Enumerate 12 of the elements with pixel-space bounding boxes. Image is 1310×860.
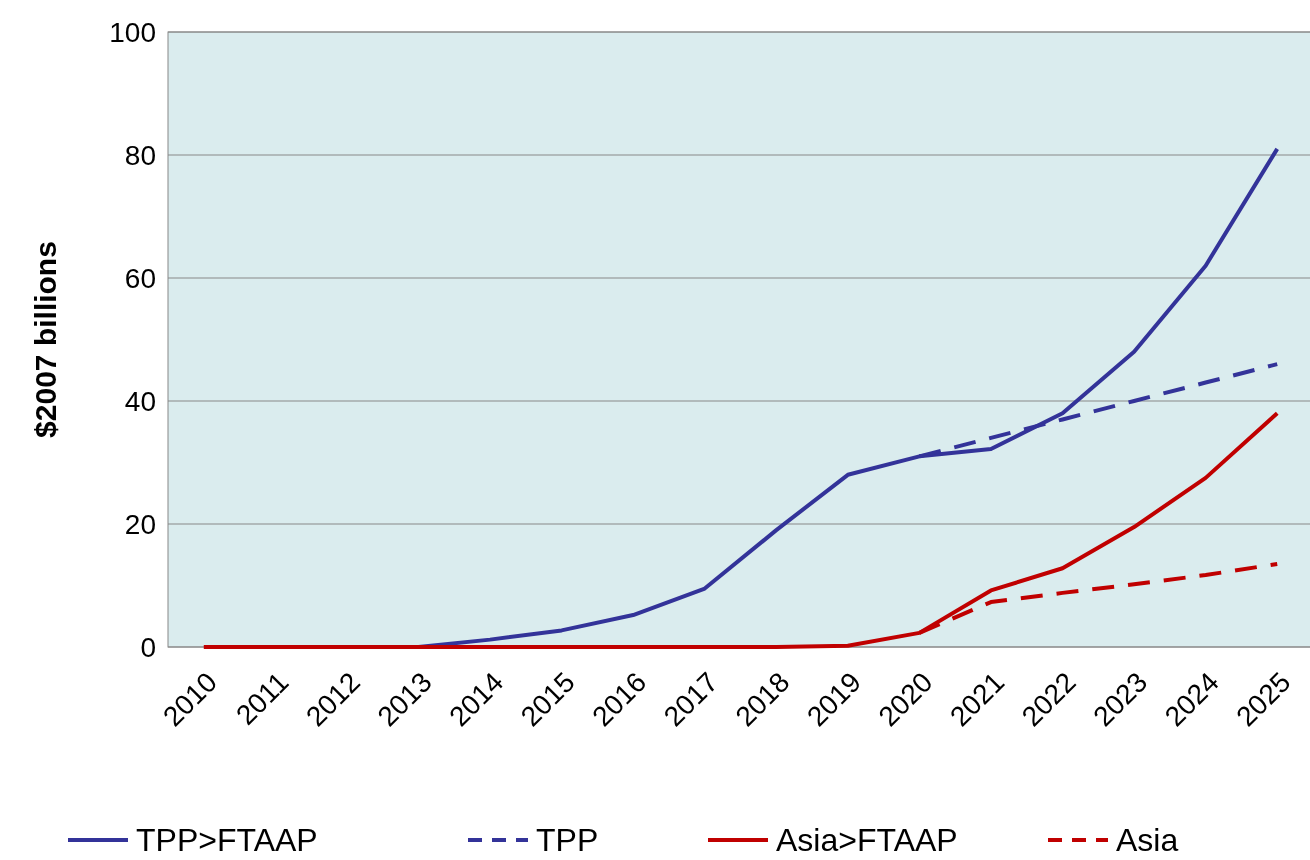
legend-label: TPP — [536, 822, 599, 859]
y-tick-label: 60 — [124, 262, 156, 294]
y-axis-title: $2007 billions — [29, 241, 62, 438]
y-tick-label: 0 — [140, 631, 156, 663]
legend-label: TPP>FTAAP — [136, 822, 318, 859]
y-tick-label: 100 — [109, 16, 156, 48]
y-tick-label: 20 — [124, 508, 156, 540]
line-series — [201, 411, 1280, 649]
y-tick-label: 40 — [124, 385, 156, 417]
legend-label: Asia>FTAAP — [776, 822, 958, 859]
y-tick-label: 80 — [124, 139, 156, 171]
legend-label: Asia — [1116, 822, 1179, 859]
